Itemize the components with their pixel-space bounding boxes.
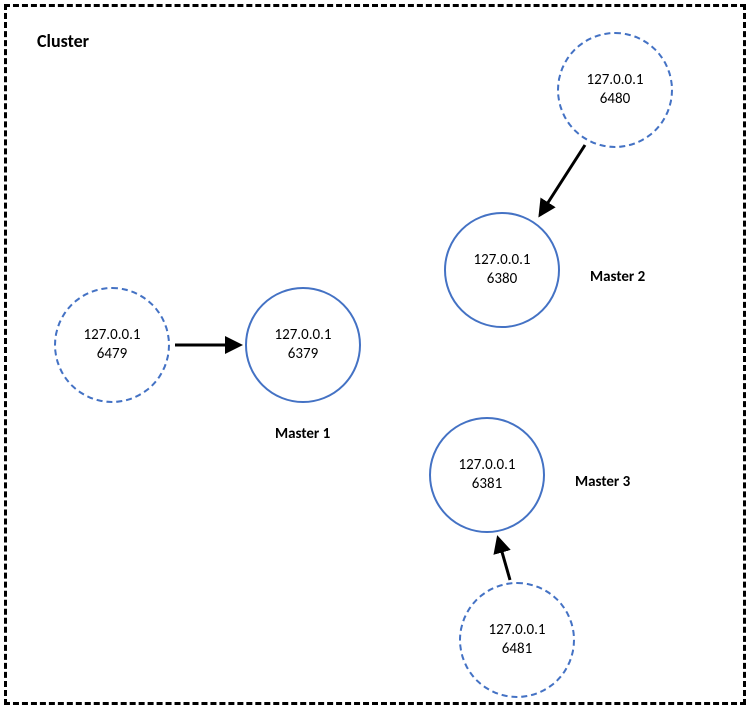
- node-ip: 127.0.0.1: [489, 621, 546, 640]
- node-port: 6380: [487, 270, 517, 289]
- node-master1: 127.0.0.16379: [245, 287, 361, 403]
- node-port: 6379: [288, 345, 318, 364]
- label-master3: Master 3: [575, 473, 630, 491]
- node-port: 6381: [472, 475, 502, 494]
- node-port: 6481: [502, 640, 532, 659]
- node-ip: 127.0.0.1: [474, 251, 531, 270]
- label-master2: Master 2: [590, 268, 645, 286]
- node-master3: 127.0.0.16381: [429, 417, 545, 533]
- node-master2: 127.0.0.16380: [444, 212, 560, 328]
- node-ip: 127.0.0.1: [587, 71, 644, 90]
- label-master1: Master 1: [275, 425, 330, 443]
- node-port: 6479: [97, 345, 127, 364]
- node-ip: 127.0.0.1: [459, 456, 516, 475]
- cluster-title: Cluster: [37, 30, 89, 52]
- node-slave1: 127.0.0.16479: [54, 287, 170, 403]
- node-ip: 127.0.0.1: [275, 326, 332, 345]
- node-port: 6480: [600, 90, 630, 109]
- node-ip: 127.0.0.1: [84, 326, 141, 345]
- node-slave3: 127.0.0.16481: [459, 582, 575, 698]
- node-slave2: 127.0.0.16480: [557, 32, 673, 148]
- diagram-canvas: Cluster 127.0.0.16479127.0.0.16379Master…: [0, 0, 750, 709]
